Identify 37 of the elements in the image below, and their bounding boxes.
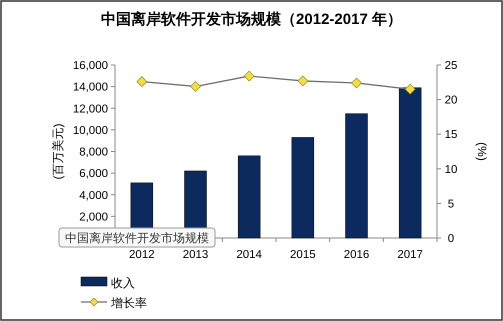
point: [190, 81, 201, 92]
x-tick-label: 2017: [397, 249, 423, 261]
y-tick-label: 16,000: [72, 60, 108, 72]
bar: [345, 113, 368, 238]
y2-axis-title: (%): [475, 142, 489, 161]
point: [244, 70, 254, 82]
y-tick-label: 14,000: [72, 82, 108, 94]
bar: [238, 156, 260, 238]
chart-title: 中国离岸软件开发市场规模（2012-2017 年）: [101, 10, 402, 28]
point: [136, 76, 148, 87]
bar: [292, 137, 314, 238]
y2-tick-label: 10: [444, 164, 458, 176]
y-tick-label: 6,000: [79, 168, 108, 180]
x-tick-label: 2016: [344, 249, 370, 261]
y2-tick-label: 5: [448, 198, 454, 210]
y-tick-label: 8,000: [79, 146, 108, 158]
legend-label: 收入: [111, 276, 135, 290]
x-tick-label: 2014: [236, 249, 263, 261]
y-tick-label: 2,000: [79, 211, 108, 224]
y2-tick-label: 15: [444, 129, 458, 142]
x-tick-label: 2015: [290, 249, 316, 261]
x-tick-label: 2013: [182, 249, 208, 261]
point: [298, 76, 308, 86]
y-tick-label: 12,000: [72, 103, 108, 116]
y2-tick-label: 25: [444, 60, 458, 72]
y-axis-title: (百万美元): [51, 124, 65, 180]
y2-tick-label: 0: [448, 233, 454, 245]
annotation: 中国离岸软件开发市场规模: [58, 228, 216, 248]
x-tick-label: 2012: [129, 249, 155, 261]
y-tick-label: 10,000: [72, 124, 108, 137]
y2-tick-label: 20: [444, 94, 458, 107]
legend-label: 增长率: [110, 296, 147, 310]
annotation: 中国离岸软件开发市场规模: [65, 231, 209, 245]
bar: [398, 87, 422, 238]
y-tick-label: 4,000: [79, 190, 108, 202]
point: [351, 78, 362, 88]
point: [404, 84, 416, 95]
